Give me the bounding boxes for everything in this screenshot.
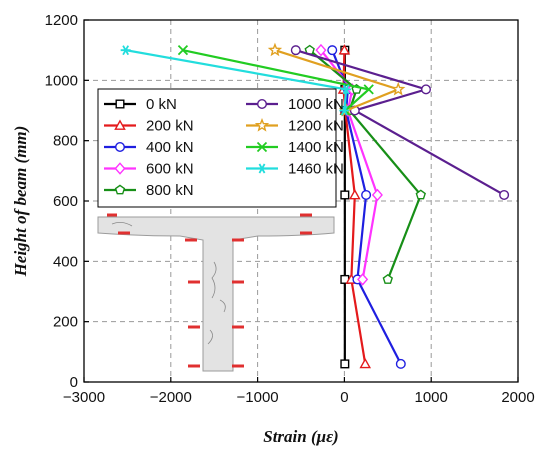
- data-point: [420, 84, 431, 95]
- data-point: [395, 358, 406, 369]
- data-point: [315, 43, 327, 57]
- legend-label: 400 kN: [146, 139, 194, 156]
- beam-crack-texture: [111, 222, 133, 227]
- series-layer: [120, 42, 510, 369]
- data-point: [290, 45, 301, 56]
- data-point: [339, 105, 350, 116]
- legend-label: 0 kN: [146, 96, 177, 113]
- legend-item: 800 kN: [104, 182, 194, 199]
- data-point: [338, 44, 351, 55]
- y-tick-label: 1200: [45, 12, 78, 29]
- x-tick-label: −1000: [237, 389, 279, 406]
- y-tick-label: 1000: [45, 72, 78, 89]
- legend-item: 200 kN: [104, 118, 194, 135]
- legend-label: 200 kN: [146, 118, 194, 135]
- data-point: [254, 117, 270, 132]
- x-axis-title: Strain (με): [263, 427, 338, 446]
- beam-crack-texture: [219, 299, 226, 313]
- data-point: [415, 189, 426, 200]
- legend-label: 1460 kN: [288, 161, 344, 178]
- data-point: [327, 45, 338, 56]
- x-tick-label: 1000: [415, 389, 448, 406]
- data-point: [361, 189, 372, 200]
- ticks: −3000 −2000 −1000 0 1000 2000 0 200 400 600 800 100…: [45, 12, 535, 406]
- x-tick-label: −3000: [63, 389, 105, 406]
- legend-label: 800 kN: [146, 182, 194, 199]
- y-tick-label: 400: [53, 253, 78, 270]
- data-point: [499, 189, 510, 200]
- beam-crack-texture: [211, 261, 217, 299]
- series-line: [331, 49, 402, 365]
- legend-item: 1000 kN: [246, 96, 344, 113]
- data-point: [257, 163, 267, 174]
- data-point: [363, 84, 374, 95]
- y-tick-label: 0: [70, 374, 78, 391]
- data-point: [341, 84, 352, 95]
- legend-label: 1400 kN: [288, 139, 344, 156]
- data-point: [359, 357, 372, 369]
- data-point: [349, 188, 361, 200]
- series-1460-kn: [120, 45, 352, 116]
- y-axis-title: Height of beam (mm): [11, 126, 30, 278]
- data-point: [256, 141, 268, 153]
- data-point: [382, 273, 393, 284]
- legend-item: 400 kN: [104, 139, 194, 156]
- data-point: [340, 359, 350, 369]
- data-point: [120, 45, 131, 56]
- data-point: [114, 141, 125, 152]
- x-tick-label: 2000: [501, 389, 534, 406]
- data-point: [114, 119, 126, 130]
- y-tick-label: 200: [53, 314, 78, 331]
- data-point: [115, 99, 125, 109]
- data-point: [114, 184, 126, 195]
- data-point: [357, 273, 369, 286]
- legend-item: 0 kN: [104, 96, 177, 113]
- data-point: [267, 42, 283, 57]
- data-point: [371, 188, 383, 202]
- data-point: [177, 45, 189, 56]
- legend-label: 1000 kN: [288, 96, 344, 113]
- legend-label: 600 kN: [146, 161, 194, 178]
- data-point: [114, 162, 126, 175]
- y-tick-label: 800: [53, 133, 78, 150]
- legend-item: 1460 kN: [246, 161, 344, 178]
- beam-crack-texture: [207, 329, 213, 345]
- data-point: [340, 190, 350, 200]
- data-point: [391, 81, 406, 96]
- x-tick-label: 0: [340, 389, 348, 406]
- legend-box: [97, 88, 337, 208]
- legend-item: 1200 kN: [246, 118, 344, 135]
- legend-label: 1200 kN: [288, 118, 344, 135]
- data-point: [257, 98, 268, 109]
- beam-section-shape: [97, 216, 335, 372]
- series-line: [295, 49, 505, 196]
- beam-section-inset: [97, 213, 335, 372]
- series-line: [342, 50, 367, 365]
- x-tick-label: −2000: [150, 389, 192, 406]
- y-tick-label: 600: [53, 193, 78, 210]
- legend-item: 600 kN: [104, 161, 194, 178]
- legend: 0 kN 200 kN 400 kN 600 kN 800 kN 1000 kN 1200 …: [97, 88, 344, 208]
- legend-item: 1400 kN: [246, 139, 344, 156]
- series-400-kn: [327, 45, 406, 369]
